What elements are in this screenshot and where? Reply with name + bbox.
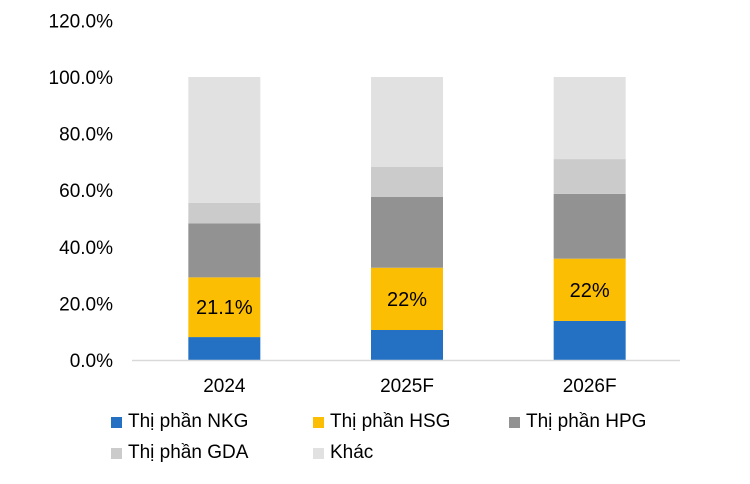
bar-segment [371,267,443,331]
x-tick-label: 2026F [563,376,617,397]
bar-segment [188,223,261,278]
bar-segment [371,166,443,197]
y-tick-label: 120.0% [49,11,114,32]
bar-segment [553,77,626,160]
y-tick-label: 60.0% [59,181,113,202]
data-label: 22% [387,289,427,311]
bar-segment [188,77,261,203]
bar-segment [553,193,626,259]
bar-segment [188,337,261,360]
y-axis-ticks: 0.0% 20.0% 40.0% 60.0% 80.0% 100.0% 120.0% [49,11,114,372]
bar-segment [553,320,626,360]
bars [188,77,626,360]
bar-segment [553,258,626,321]
bar-segment [188,277,261,338]
y-tick-label: 40.0% [59,238,113,259]
x-axis-labels: 2024 2025F 2026F [203,376,616,397]
y-tick-label: 0.0% [70,351,113,372]
x-tick-label: 2025F [380,376,434,397]
y-tick-label: 100.0% [49,68,114,89]
bar-segment [371,330,443,360]
bar-segment [371,77,443,167]
y-tick-label: 80.0% [59,125,113,146]
data-labels: 21.1% 22% 22% [196,280,610,319]
y-tick-label: 20.0% [59,294,113,315]
data-label: 22% [570,280,610,302]
bar-segment [371,196,443,268]
data-label: 21.1% [196,297,253,319]
bar-segment [553,159,626,194]
x-tick-label: 2024 [203,376,246,397]
bar-segment [188,202,261,224]
